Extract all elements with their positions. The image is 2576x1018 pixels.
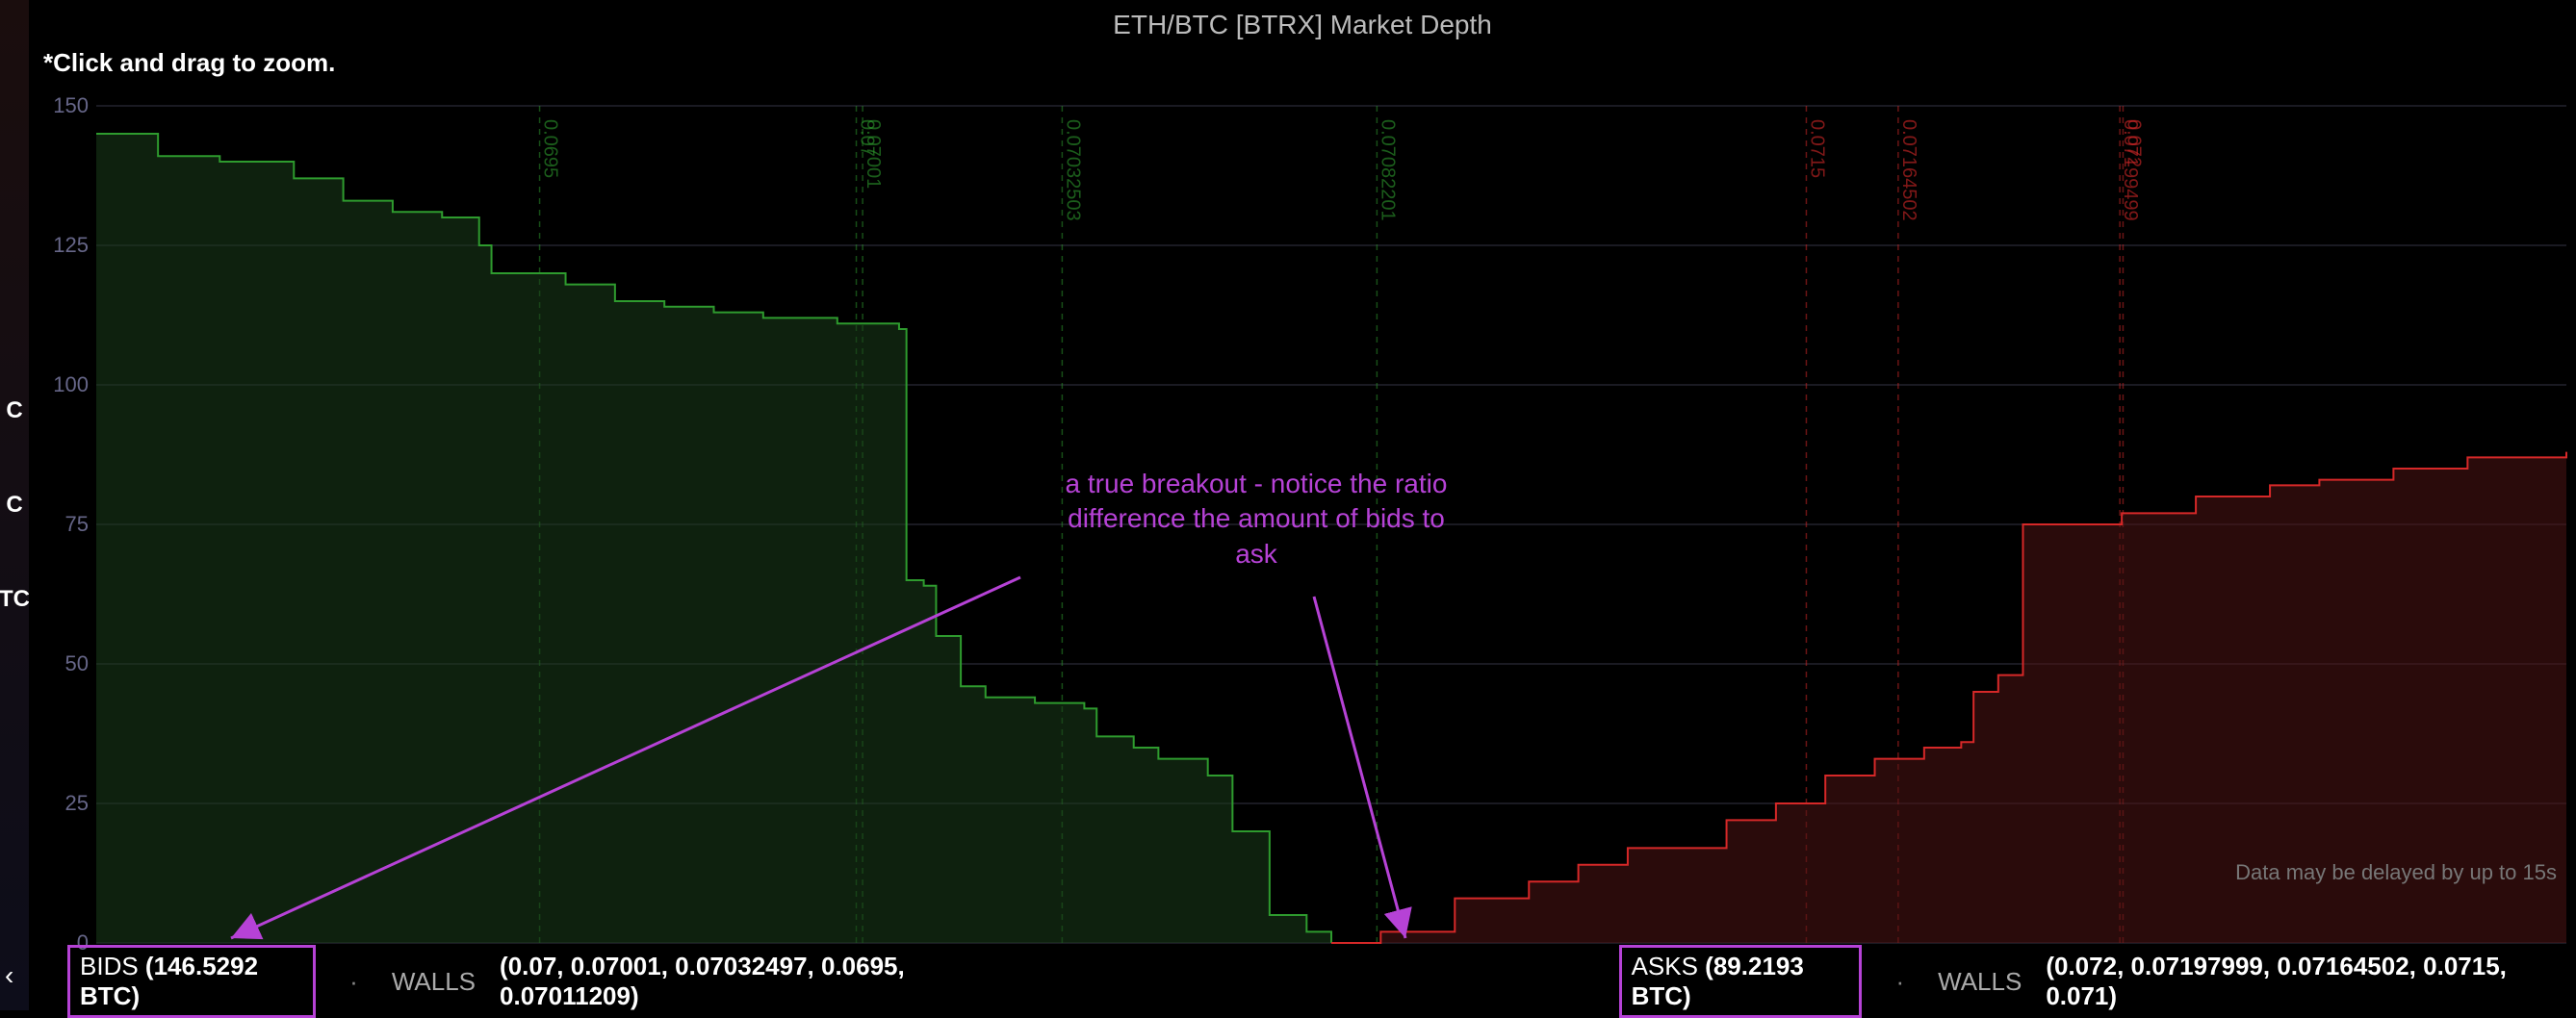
svg-text:25: 25 — [65, 791, 89, 815]
sidebar-label-2: C — [6, 492, 22, 519]
zoom-hint: *Click and drag to zoom. — [43, 48, 335, 78]
annotation-line-2: difference the amount of bids to — [992, 501, 1521, 536]
asks-label: ASKS — [1632, 952, 1698, 980]
sidebar-label-1: C — [6, 397, 22, 424]
annotation-line-3: ask — [992, 537, 1521, 572]
bids-label: BIDS — [80, 952, 139, 980]
separator-dot-2: · — [1895, 967, 1904, 997]
bids-walls-values: (0.07, 0.07001, 0.07032497, 0.0695, 0.07… — [500, 952, 1003, 1011]
annotation-line-1: a true breakout - notice the ratio — [992, 467, 1521, 501]
sidebar: C C TC ‹ — [0, 0, 29, 1010]
asks-walls-label: WALLS — [1938, 967, 2022, 997]
collapse-icon[interactable]: ‹ — [5, 960, 13, 991]
asks-total-box: ASKS (89.2193 BTC) — [1619, 945, 1863, 1018]
sidebar-label-3: TC — [0, 586, 30, 613]
chart-title: ETH/BTC [BTRX] Market Depth — [1113, 10, 1492, 40]
delay-note: Data may be delayed by up to 15s — [2235, 860, 2557, 885]
separator-dot: · — [349, 967, 358, 997]
svg-text:0.07082201: 0.07082201 — [1377, 119, 1398, 221]
footer-bar: BIDS (146.5292 BTC) · WALLS (0.07, 0.070… — [29, 953, 2576, 1010]
annotation-text: a true breakout - notice the ratio diffe… — [992, 467, 1521, 572]
bids-total-box: BIDS (146.5292 BTC) — [67, 945, 316, 1018]
svg-text:0.072: 0.072 — [2123, 119, 2144, 167]
svg-text:100: 100 — [53, 372, 89, 396]
asks-walls-values: (0.072, 0.07197999, 0.07164502, 0.0715, … — [2046, 952, 2537, 1011]
svg-text:0.07164502: 0.07164502 — [1898, 119, 1919, 221]
svg-text:75: 75 — [65, 512, 89, 536]
svg-text:0.07001: 0.07001 — [863, 119, 884, 189]
svg-text:50: 50 — [65, 651, 89, 675]
svg-text:150: 150 — [53, 93, 89, 117]
svg-text:0.07032503: 0.07032503 — [1062, 119, 1083, 221]
svg-text:0.0715: 0.0715 — [1806, 119, 1827, 178]
svg-text:0.0695: 0.0695 — [540, 119, 561, 178]
chart-container: ETH/BTC [BTRX] Market Depth *Click and d… — [29, 0, 2576, 953]
svg-text:125: 125 — [53, 233, 89, 257]
bids-walls-label: WALLS — [392, 967, 476, 997]
